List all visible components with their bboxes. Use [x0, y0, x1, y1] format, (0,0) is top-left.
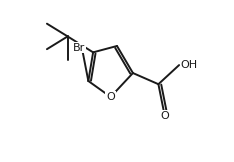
Text: OH: OH [180, 60, 197, 70]
Text: O: O [160, 111, 169, 121]
Text: Br: Br [73, 43, 85, 52]
Text: O: O [106, 92, 115, 102]
